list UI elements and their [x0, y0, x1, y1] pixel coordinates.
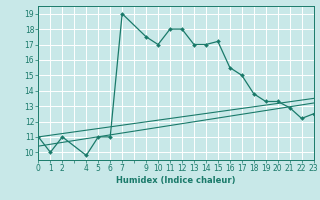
X-axis label: Humidex (Indice chaleur): Humidex (Indice chaleur) [116, 176, 236, 185]
